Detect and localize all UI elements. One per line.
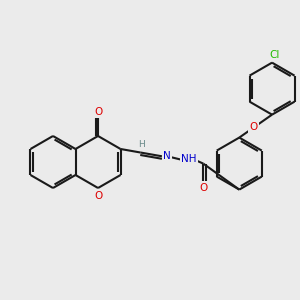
Text: O: O xyxy=(199,183,207,193)
Text: H: H xyxy=(138,140,145,149)
Text: N: N xyxy=(163,151,171,161)
Text: O: O xyxy=(94,107,102,117)
Text: NH: NH xyxy=(181,154,197,164)
Text: Cl: Cl xyxy=(270,50,280,60)
Text: O: O xyxy=(249,122,257,132)
Text: O: O xyxy=(94,191,102,201)
